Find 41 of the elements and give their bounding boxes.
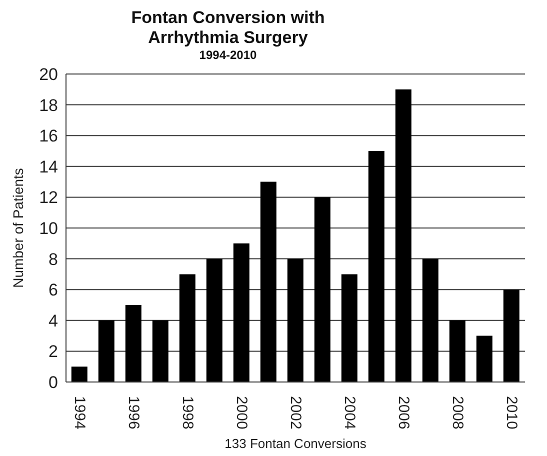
bar xyxy=(233,243,250,382)
x-tick-label: 1996 xyxy=(125,396,142,430)
y-tick-label: 4 xyxy=(48,311,58,330)
y-tick-label: 0 xyxy=(48,373,58,392)
x-tick-label: 2010 xyxy=(503,396,520,430)
x-tick-label: 2008 xyxy=(449,396,466,430)
bar xyxy=(125,305,142,382)
x-tick-label: 1994 xyxy=(71,396,88,430)
bar xyxy=(71,366,88,382)
bar xyxy=(449,320,466,382)
y-tick-label: 20 xyxy=(39,65,58,84)
bar xyxy=(179,274,196,382)
bar xyxy=(422,258,438,382)
bar xyxy=(287,258,304,382)
y-tick-label: 10 xyxy=(39,219,58,238)
bar xyxy=(341,274,358,382)
y-axis-title: Number of Patients xyxy=(10,168,26,288)
bar xyxy=(395,89,412,382)
bar xyxy=(260,182,276,382)
y-tick-label: 18 xyxy=(39,96,58,115)
y-tick-label: 14 xyxy=(39,157,58,176)
y-tick-label: 6 xyxy=(48,280,58,300)
bar xyxy=(476,336,492,382)
y-tick-label: 16 xyxy=(39,126,58,146)
x-tick-label: 2006 xyxy=(395,396,412,430)
bar xyxy=(368,151,384,382)
x-tick-label: 2000 xyxy=(233,396,250,430)
y-tick-label: 8 xyxy=(48,250,58,269)
x-axis-title: 133 Fontan Conversions xyxy=(224,436,367,451)
bar xyxy=(152,320,168,382)
chart-subtitle: 1994-2010 xyxy=(198,48,258,62)
bar xyxy=(503,290,520,382)
bar xyxy=(98,320,114,382)
bar xyxy=(314,197,330,382)
x-tick-label: 2004 xyxy=(341,396,358,430)
chart-title: Fontan Conversion with Arrhythmia Surgery xyxy=(130,8,326,48)
x-tick-label: 1998 xyxy=(179,396,196,430)
y-tick-label: 12 xyxy=(39,188,58,208)
y-tick-label: 2 xyxy=(48,342,58,362)
x-tick-label: 2002 xyxy=(287,396,304,430)
bar xyxy=(206,258,222,382)
